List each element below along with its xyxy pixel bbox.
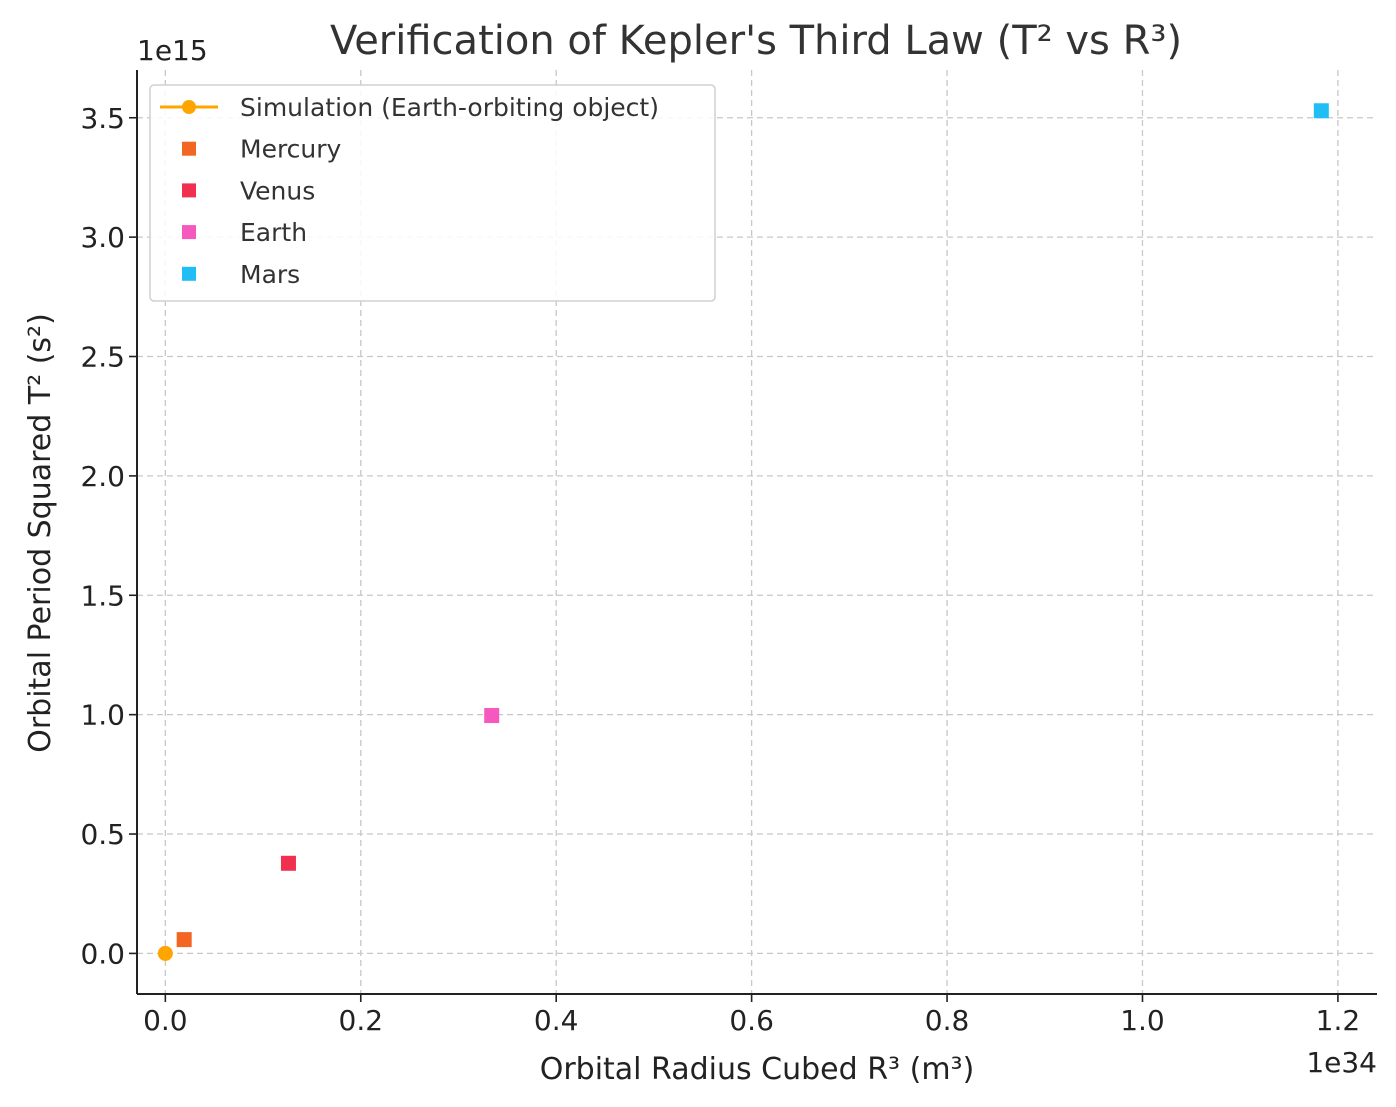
y-tick-label: 0.5 xyxy=(80,818,125,851)
data-point-earth xyxy=(484,708,500,724)
y-tick-label: 3.0 xyxy=(80,221,125,254)
data-point-simulation-earth-orbiting-object xyxy=(157,945,173,961)
x-tick-label: 0.2 xyxy=(339,1004,384,1037)
x-axis-label: Orbital Radius Cubed R³ (m³) xyxy=(540,1052,975,1087)
chart-title: Verification of Kepler's Third Law (T² v… xyxy=(330,18,1182,64)
legend-square-swatch xyxy=(182,183,196,198)
y-tick-label: 2.0 xyxy=(80,460,125,493)
y-offset-label: 1e15 xyxy=(137,34,208,67)
x-tick-label: 0.4 xyxy=(534,1004,579,1037)
axis-ticks: 0.0 0.2 0.4 0.6 0.8 1.0 1.2 0.0 0.5 1.0 1.5 2.0 2.5 3… xyxy=(80,102,1360,1037)
legend-item-simulation-earth-orbiting-object: Simulation (Earth-orbiting object) xyxy=(160,93,659,122)
legend-square-swatch xyxy=(182,141,196,156)
x-tick-label: 0.8 xyxy=(925,1004,970,1037)
legend-square-swatch xyxy=(182,266,196,281)
y-axis-label: Orbital Period Squared T² (s²) xyxy=(23,313,58,753)
legend-item-mars: Mars xyxy=(182,260,300,289)
y-tick-label: 3.5 xyxy=(80,102,125,135)
legend-item-earth: Earth xyxy=(182,218,307,247)
axis-spines xyxy=(136,70,1377,995)
x-tick-label: 1.0 xyxy=(1120,1004,1165,1037)
legend-label: Mars xyxy=(240,260,300,289)
legend: Simulation (Earth-orbiting object) Mercur… xyxy=(149,84,716,302)
y-tick-label: 1.0 xyxy=(80,699,125,732)
data-point-venus xyxy=(280,855,296,871)
x-offset-label: 1e34 xyxy=(1306,1046,1377,1079)
y-tick-label: 2.5 xyxy=(80,341,125,374)
legend-circle-swatch xyxy=(182,100,196,114)
legend-item-mercury: Mercury xyxy=(182,135,342,164)
data-point-mars xyxy=(1313,103,1329,119)
x-tick-label: 0.0 xyxy=(143,1004,188,1037)
data-marks xyxy=(157,103,1329,961)
legend-label: Earth xyxy=(240,218,307,247)
y-tick-label: 1.5 xyxy=(80,579,125,612)
y-tick-label: 0.0 xyxy=(80,937,125,970)
legend-square-swatch xyxy=(182,225,196,240)
legend-items: Simulation (Earth-orbiting object) Mercur… xyxy=(160,93,659,289)
legend-label: Venus xyxy=(240,176,315,205)
legend-label: Mercury xyxy=(240,135,342,164)
legend-label: Simulation (Earth-orbiting object) xyxy=(240,93,659,122)
x-tick-label: 0.6 xyxy=(729,1004,774,1037)
legend-box xyxy=(149,84,716,302)
x-tick-label: 1.2 xyxy=(1316,1004,1361,1037)
data-point-mercury xyxy=(176,932,192,948)
legend-item-venus: Venus xyxy=(182,176,315,205)
